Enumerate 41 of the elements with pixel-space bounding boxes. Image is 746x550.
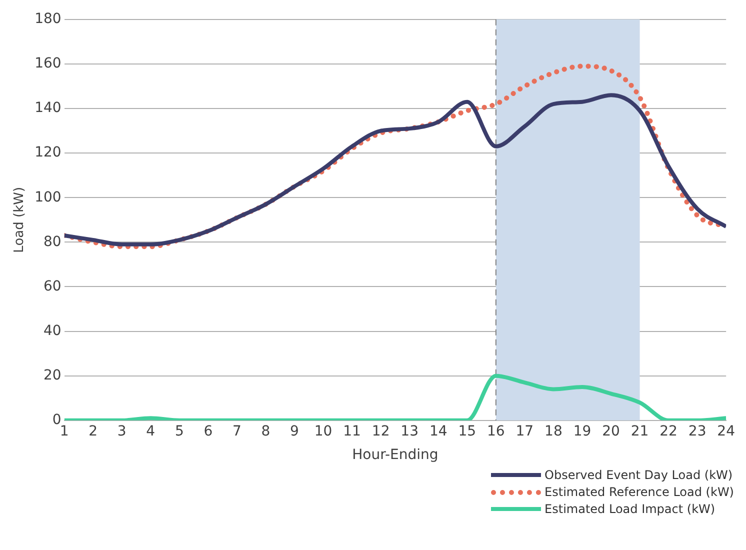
legend-label: Estimated Load Impact (kW) [544,502,716,516]
x-tick-label: 4 [146,423,156,440]
y-axis-title: Load (kW) [12,186,28,253]
x-tick-label: 14 [429,423,448,440]
x-axis-title: Hour-Ending [352,447,438,464]
y-tick-label: 20 [43,367,62,384]
x-tick-label: 13 [400,423,419,440]
y-tick-label: 140 [34,100,62,116]
y-tick-label: 100 [34,189,62,206]
line-series [64,374,726,420]
x-tick-label: 16 [486,423,505,440]
x-tick-label: 15 [458,423,476,440]
x-tick-label: 10 [314,423,332,440]
x-tick-label: 3 [117,423,126,440]
x-tick-label: 18 [544,423,562,440]
legend-label: Estimated Reference Load (kW) [544,485,734,499]
x-tick-label: 17 [516,423,534,440]
x-tick-label: 11 [343,423,361,440]
x-tick-label: 5 [174,423,184,440]
x-tick-label: 1 [60,423,69,440]
x-tick-label: 24 [717,423,736,440]
y-tick-label: 60 [43,278,62,294]
x-tick-label: 6 [204,423,213,440]
line-series [64,93,726,246]
x-tick-label: 12 [372,423,390,440]
x-tick-label: 19 [573,423,592,440]
x-tick-label: 23 [688,423,706,440]
legend-label: Observed Event Day Load (kW) [544,468,733,482]
y-tick-label: 0 [52,412,62,428]
x-tick-label: 20 [602,423,620,440]
y-tick-label: 120 [34,144,62,161]
x-tick-label: 7 [232,423,242,440]
x-tick-label: 9 [290,423,299,440]
x-tick-label: 2 [88,423,98,440]
y-tick-label: 40 [43,322,62,339]
y-tick-label: 80 [43,234,62,250]
x-tick-label: 22 [660,423,678,440]
y-tick-label: 180 [34,11,62,28]
x-tick-label: 8 [261,423,270,440]
y-tick-label: 160 [34,56,62,72]
x-tick-label: 21 [630,423,649,440]
